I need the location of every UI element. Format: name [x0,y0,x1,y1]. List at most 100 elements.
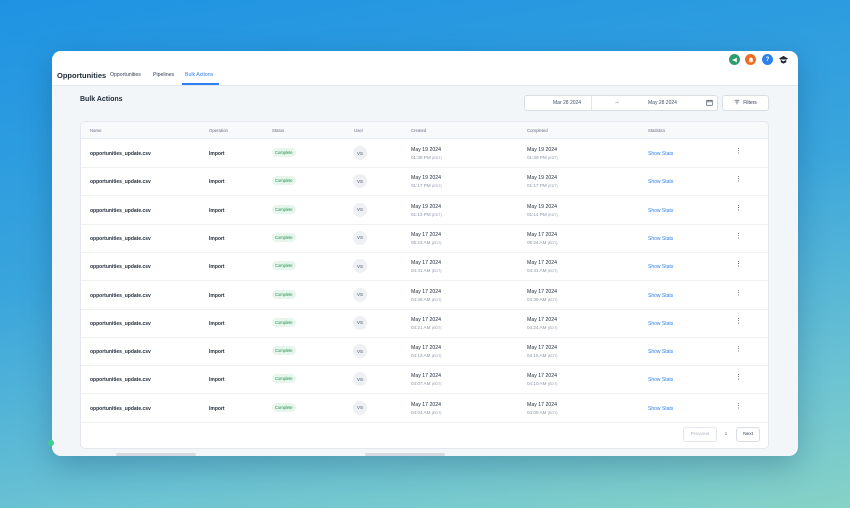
more-options-icon[interactable]: ⋮ [735,261,742,269]
completed-time: 04:39 AM (EDT) [527,296,558,302]
user-avatar: VS [353,230,367,245]
show-stats-link[interactable]: Show Stats [648,235,674,242]
date-range-picker[interactable]: Mar 28 2024 → May 28 2024 [524,95,718,111]
column-header-completed: Completed [527,128,548,133]
bell-icon[interactable] [745,54,756,65]
table-row[interactable]: opportunities_update.csv Import Complete VS… [81,310,768,338]
user-avatar-icon[interactable] [778,54,789,65]
more-options-icon[interactable]: ⋮ [735,232,742,240]
show-stats-link[interactable]: Show Stats [648,320,674,327]
table-row[interactable]: opportunities_update.csv Import Complete VS… [81,197,768,225]
horizontal-scrollbar-secondary[interactable] [365,453,445,456]
created-date: May 17 2024 [411,260,441,267]
table-row[interactable]: opportunities_update.csv Import Complete VS… [81,282,768,310]
created-date: May 19 2024 [411,203,441,210]
user-avatar: VS [353,259,367,274]
more-options-icon[interactable]: ⋮ [735,374,742,382]
app-title: Opportunities [57,71,107,80]
completed-date: May 17 2024 [527,288,557,295]
megaphone-icon[interactable] [729,54,740,65]
file-name: opportunities_update.csv [90,179,151,186]
created-time: 04:13 AM (EDT) [411,353,442,359]
completed-time: 04:15 AM (EDT) [527,353,558,359]
table-row[interactable]: opportunities_update.csv Import Complete VS… [81,253,768,282]
previous-button[interactable]: Previous [683,427,717,442]
more-options-icon[interactable]: ⋮ [735,204,742,212]
top-bar: Opportunities Opportunities Pipelines Bu… [52,51,798,86]
date-start[interactable]: Mar 28 2024 [553,100,582,106]
completed-date: May 19 2024 [527,175,557,182]
table-header: Name Operation Status User Created Compl… [81,122,768,139]
status-badge: Complete [272,176,296,186]
calendar-icon[interactable] [706,99,713,108]
table-row[interactable]: opportunities_update.csv Import Complete VS… [81,338,768,367]
operation: Import [209,151,225,157]
more-options-icon[interactable]: ⋮ [735,289,742,297]
table-row[interactable]: opportunities_update.csv Import Complete VS… [81,225,768,253]
user-avatar: VS [353,372,367,387]
status-badge: Complete [272,232,296,242]
completed-time: 04:41 AM (EDT) [527,268,558,274]
next-button[interactable]: Next [736,427,760,442]
more-options-icon[interactable]: ⋮ [735,346,742,354]
operation: Import [209,264,225,271]
column-header-created: Created [411,128,427,133]
tab-opportunities[interactable]: Opportunities [110,72,141,78]
horizontal-scrollbar[interactable] [116,453,196,456]
status-badge: Complete [272,289,296,299]
table-row[interactable]: opportunities_update.csv Import Complete VS… [81,366,768,395]
show-stats-link[interactable]: Show Stats [648,292,674,299]
more-options-icon[interactable]: ⋮ [735,317,742,325]
created-date: May 19 2024 [411,175,441,182]
column-header-status: Status [272,128,285,133]
show-stats-link[interactable]: Show Stats [648,349,674,356]
status-badge: Complete [272,204,296,214]
created-date: May 17 2024 [411,316,441,323]
completed-date: May 17 2024 [527,231,557,238]
created-time: 04:07 AM (EDT) [411,381,442,387]
show-stats-link[interactable]: Show Stats [648,377,674,384]
file-name: opportunities_update.csv [90,151,151,157]
table-row[interactable]: opportunities_update.csv Import Complete VS… [81,168,768,197]
show-stats-link[interactable]: Show Stats [648,264,674,271]
completed-time: 01:39 PM (EDT) [527,155,558,160]
completed-time: 01:14 PM (EDT) [527,211,558,217]
show-stats-link[interactable]: Show Stats [648,405,674,412]
more-options-icon[interactable]: ⋮ [735,402,742,410]
app-window: Opportunities Opportunities Pipelines Bu… [52,51,798,456]
table-row[interactable]: opportunities_update.csv Import Complete VS… [81,140,768,168]
completed-date: May 19 2024 [527,147,557,153]
created-date: May 17 2024 [411,373,441,380]
more-options-icon[interactable]: ⋮ [735,176,742,184]
date-end[interactable]: May 28 2024 [648,100,677,106]
column-header-user: User [354,128,364,133]
user-avatar: VS [353,400,367,415]
arrow-right-icon: → [614,99,620,105]
operation: Import [209,349,225,356]
help-icon[interactable]: ? [762,54,773,65]
user-avatar: VS [353,315,367,330]
completed-date: May 17 2024 [527,260,557,267]
status-badge: Complete [272,402,296,412]
filters-button[interactable]: Filters [722,95,769,111]
created-time: 01:13 PM (EDT) [411,211,442,217]
created-date: May 17 2024 [411,345,441,352]
completed-date: May 17 2024 [527,401,557,408]
created-time: 05:23 AM (EDT) [411,239,442,245]
completed-date: May 17 2024 [527,345,557,352]
status-badge: Complete [272,374,296,384]
completed-time: 04:10 AM (EDT) [527,381,558,387]
show-stats-link[interactable]: Show Stats [648,151,674,157]
date-divider [591,96,592,110]
completed-date: May 19 2024 [527,203,557,210]
table-row[interactable]: opportunities_update.csv Import Complete VS… [81,395,768,423]
tab-bulk-actions[interactable]: Bulk Actions [185,72,214,78]
page-number[interactable]: 1 [724,432,728,437]
tab-pipelines[interactable]: Pipelines [153,72,175,78]
more-options-icon[interactable]: ⋮ [735,148,742,155]
show-stats-link[interactable]: Show Stats [648,207,674,214]
active-tab-indicator [182,83,219,85]
completed-date: May 17 2024 [527,373,557,380]
operation: Import [209,320,225,327]
show-stats-link[interactable]: Show Stats [648,179,674,186]
